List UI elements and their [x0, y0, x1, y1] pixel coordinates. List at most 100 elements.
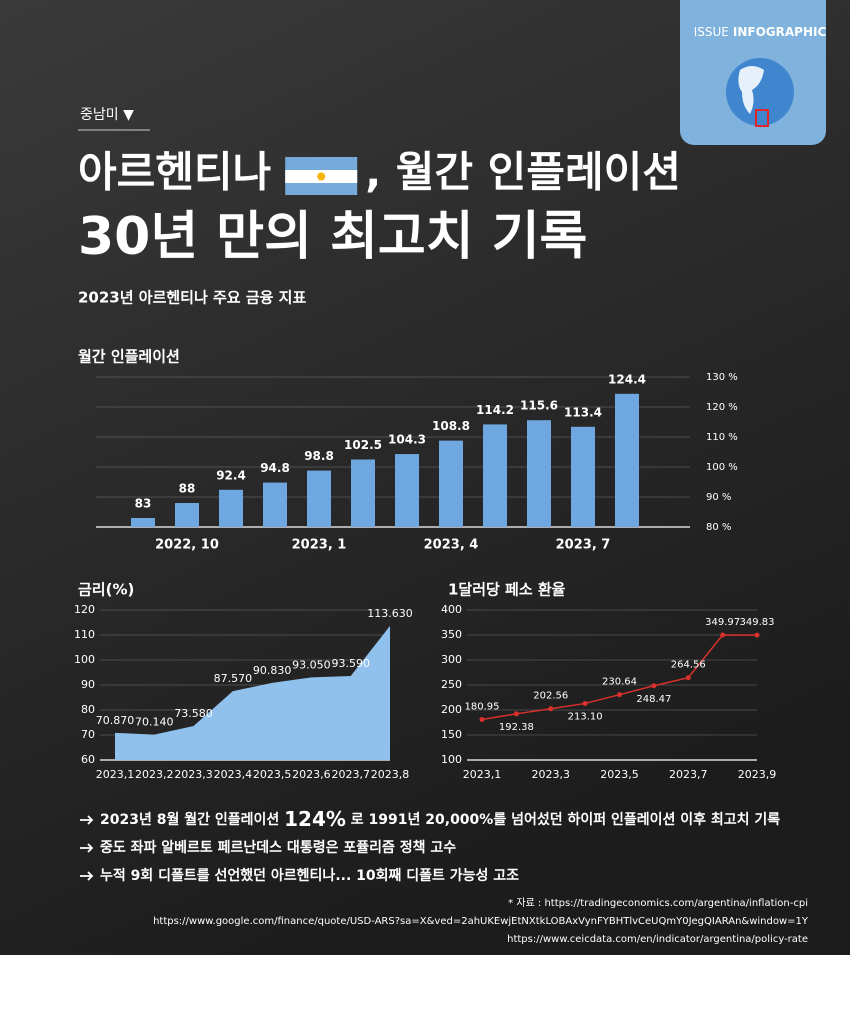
bullet: 2023년 8월 월간 인플레이션 124% 로 1991년 20,000%를 …	[100, 807, 780, 831]
y-tick-label: 90	[81, 678, 95, 691]
value-label: 83	[135, 497, 152, 511]
y-tick-label: 120 %	[706, 402, 738, 413]
y-tick-label: 60	[81, 753, 95, 766]
x-tick-label: 2023,5	[253, 768, 292, 781]
value-label: 264.56	[671, 660, 706, 671]
point	[651, 683, 657, 689]
y-tick-label: 80	[81, 703, 95, 716]
value-label: 104.3	[388, 433, 426, 447]
point	[617, 692, 622, 698]
bar	[131, 518, 155, 527]
bar	[439, 440, 463, 527]
point	[685, 675, 691, 681]
y-tick-label: 150	[441, 728, 462, 741]
arrow	[80, 871, 94, 881]
value-label: 88	[179, 482, 196, 496]
point	[720, 632, 726, 638]
chart-title: 1달러당 페소 환율	[448, 581, 566, 599]
y-tick-label: 120	[74, 603, 95, 616]
bullet-emphasis: 124%	[284, 807, 346, 831]
value-label: 102.5	[344, 438, 382, 452]
x-tick-label: 2022, 10	[155, 538, 219, 553]
point	[479, 717, 485, 723]
x-tick-label: 2023,1	[463, 768, 502, 781]
x-tick-label: 2023, 1	[292, 538, 347, 553]
y-tick-label: 300	[441, 653, 462, 666]
chart-title: 금리(%)	[78, 581, 134, 599]
title-a: 아르헨티나	[78, 148, 271, 197]
bullet-after: 로 1991년 20,000%를 넘어섰던 하이퍼 인플레이션 이후 최고치 기…	[346, 811, 780, 828]
emerics-logo: EMERiCs	[42, 974, 133, 996]
bullet-arrows	[80, 815, 94, 881]
y-tick-label: 400	[441, 603, 462, 616]
kiep-name: 대외경제정책연구원	[686, 976, 810, 994]
point	[548, 706, 554, 712]
value-label: 230.64	[602, 677, 637, 688]
flag-sun	[317, 172, 326, 181]
bar	[483, 424, 507, 527]
bar	[219, 489, 243, 527]
value-label: 349.83	[740, 617, 775, 628]
kiep-logo: KIEP	[636, 975, 680, 995]
y-tick-label: 80 %	[706, 522, 731, 533]
subtitle: 2023년 아르헨티나 주요 금융 지표	[78, 289, 306, 307]
y-tick-label: 110 %	[706, 432, 738, 443]
bar	[571, 426, 595, 527]
x-tick-label: 2023,7	[669, 768, 708, 781]
point	[513, 711, 519, 717]
bar	[395, 454, 419, 527]
value-label: 213.10	[568, 711, 603, 722]
x-tick-label: 2023,9	[738, 768, 777, 781]
point	[582, 700, 588, 706]
globe-land	[738, 66, 764, 114]
footer-band	[0, 955, 850, 1012]
globe-marker	[755, 109, 769, 127]
bar	[175, 503, 199, 527]
emerics-sub: 종합지식포털	[140, 985, 179, 994]
x-tick-label: 2023,4	[214, 768, 253, 781]
x-tick-label: 2023,2	[135, 768, 174, 781]
x-tick-label: 2023,6	[292, 768, 331, 781]
value-label: 94.8	[260, 461, 290, 475]
value-label: 114.2	[476, 403, 514, 417]
value-label: 113.630	[367, 607, 413, 620]
x-tick-label: 2023,8	[371, 768, 410, 781]
value-label: 180.95	[465, 702, 500, 713]
value-label: 124.4	[608, 372, 646, 386]
title-b: , 월간 인플레이션	[365, 148, 681, 197]
bullet: 누적 9회 디폴트를 선언했던 아르헨티나... 10회째 디폴트 가능성 고조	[100, 867, 519, 884]
bar	[351, 459, 375, 527]
bullet-before: 누적 9회 디폴트를 선언했던 아르헨티나... 10회째 디폴트 가능성 고조	[100, 867, 519, 884]
title-line2: 30년 만의 최고치 기록	[78, 207, 587, 267]
x-tick-label: 2023,5	[600, 768, 639, 781]
y-tick-label: 100	[441, 753, 462, 766]
x-tick-label: 2023,7	[331, 768, 370, 781]
y-tick-label: 90 %	[706, 492, 731, 503]
y-tick-label: 350	[441, 628, 462, 641]
point	[754, 632, 760, 638]
bullet: 중도 좌파 알베르토 페르난데스 대통령은 포퓰리즘 정책 고수	[100, 839, 456, 856]
x-tick-label: 2023, 7	[556, 538, 611, 553]
bar	[527, 420, 551, 527]
arrow	[80, 815, 94, 825]
value-label: 73.580	[174, 707, 213, 720]
source: https://www.google.com/finance/quote/USD…	[153, 916, 809, 927]
y-tick-label: 110	[74, 628, 95, 641]
y-tick-label: 130 %	[706, 372, 738, 383]
value-label: 108.8	[432, 419, 470, 433]
y-tick-label: 100 %	[706, 462, 738, 473]
value-label: 113.4	[564, 405, 602, 419]
value-label: 202.56	[533, 691, 568, 702]
value-label: 98.8	[304, 449, 334, 463]
source: https://www.ceicdata.com/en/indicator/ar…	[507, 934, 808, 945]
x-tick-label: 2023,3	[174, 768, 213, 781]
x-tick-label: 2023, 4	[424, 538, 479, 553]
y-tick-label: 200	[441, 703, 462, 716]
value-label: 248.47	[636, 694, 671, 705]
badge-label-a: ISSUE	[694, 25, 729, 39]
y-tick-label: 70	[81, 728, 95, 741]
bar	[263, 482, 287, 527]
chart-title: 월간 인플레이션	[78, 348, 180, 366]
arrow	[80, 843, 94, 853]
